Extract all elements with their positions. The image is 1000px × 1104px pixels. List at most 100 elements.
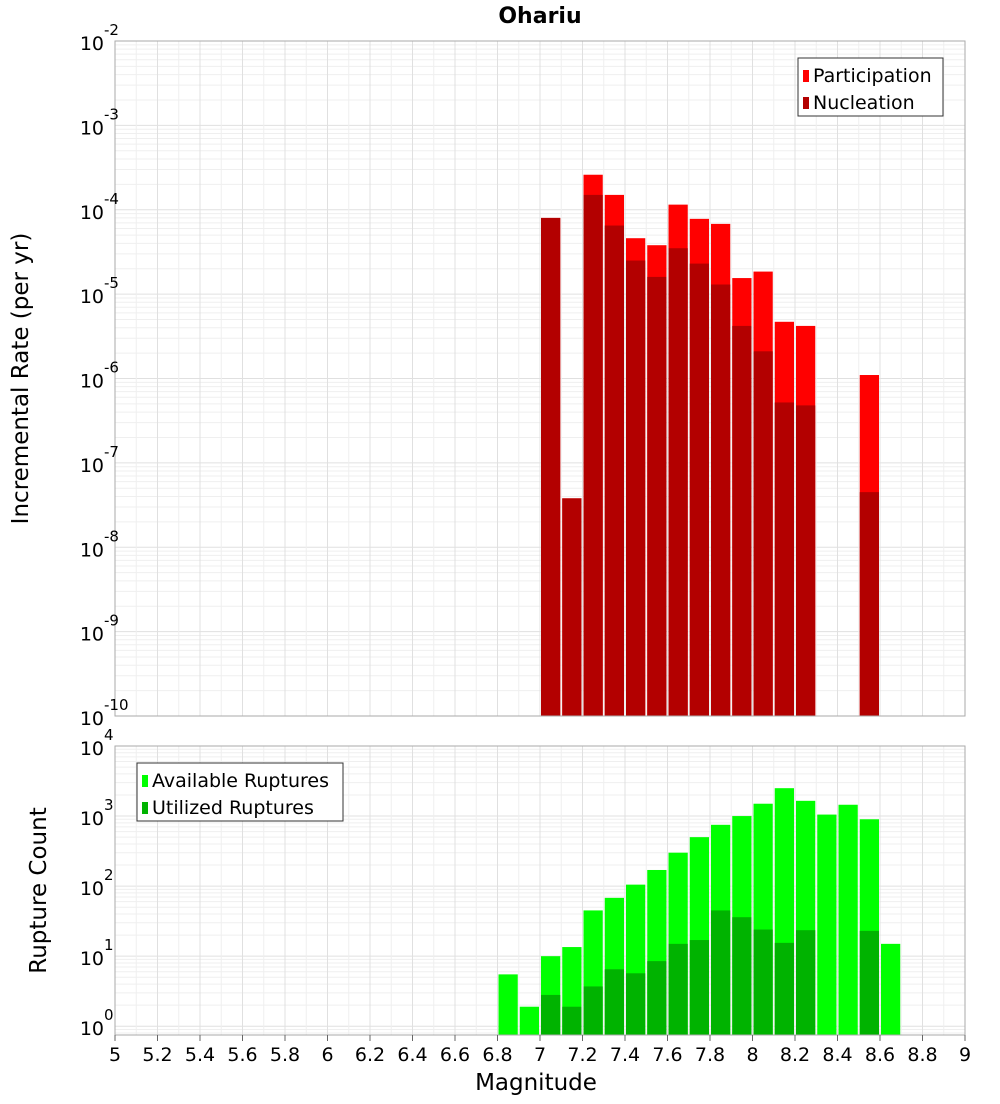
- y-tick-label: 10: [80, 202, 104, 224]
- y-tick-exponent: 3: [104, 796, 114, 814]
- bar-nucleation-5: [647, 276, 667, 716]
- legend-swatch-1: [803, 97, 809, 109]
- y-tick-exponent: -4: [104, 190, 119, 208]
- legend-0: [797, 57, 944, 117]
- y-tick-label: 10: [80, 455, 104, 477]
- x-tick-label: 7.2: [567, 1044, 597, 1066]
- x-tick-label: 7: [534, 1044, 546, 1066]
- x-tick-label: 6: [321, 1044, 333, 1066]
- grid-0: [114, 41, 966, 717]
- legend-swatch-0: [803, 70, 809, 82]
- bar-utilized-ruptures-14: [796, 930, 816, 1035]
- y-tick-exponent: -8: [104, 527, 119, 545]
- x-tick-label: 5.4: [185, 1044, 215, 1066]
- legend-swatch-0: [142, 775, 148, 787]
- bar-utilized-ruptures-10: [711, 910, 731, 1035]
- x-tick-label: 8.4: [822, 1044, 852, 1066]
- y-tick-exponent: -9: [104, 612, 119, 630]
- y-tick-label: 10: [80, 33, 104, 55]
- bar-nucleation-12: [796, 405, 816, 716]
- x-tick-label: 5.6: [227, 1044, 257, 1066]
- bar-utilized-ruptures-2: [541, 994, 561, 1035]
- y-tick-label: 10: [80, 1018, 104, 1040]
- x-tick-label: 8.2: [780, 1044, 810, 1066]
- y-tick-label: 10: [80, 371, 104, 393]
- legend-label-0: Available Ruptures: [152, 770, 329, 792]
- bar-nucleation-1: [562, 498, 582, 716]
- bar-utilized-ruptures-9: [689, 940, 709, 1035]
- y-axis-label: Rupture Count: [26, 807, 52, 973]
- bar-nucleation-9: [732, 325, 752, 716]
- x-tick-label: 8.8: [907, 1044, 937, 1066]
- x-tick-label: 7.8: [695, 1044, 725, 1066]
- bar-nucleation-7: [689, 263, 709, 716]
- y-tick-exponent: -10: [104, 696, 129, 714]
- x-tick-label: 7.4: [610, 1044, 640, 1066]
- bar-utilized-ruptures-5: [604, 969, 624, 1035]
- bar-utilized-ruptures-4: [583, 986, 603, 1035]
- x-tick-label: 6.6: [440, 1044, 470, 1066]
- bar-available-ruptures-16: [838, 804, 858, 1035]
- legend-label-1: Utilized Ruptures: [152, 797, 314, 819]
- x-tick-label: 5: [109, 1044, 121, 1066]
- x-tick-label: 6.8: [482, 1044, 512, 1066]
- bar-utilized-ruptures-6: [626, 973, 646, 1035]
- x-tick-label: 5.8: [270, 1044, 300, 1066]
- bar-nucleation-3: [604, 225, 624, 716]
- bar-nucleation-2: [583, 194, 603, 716]
- x-tick-label: 7.6: [652, 1044, 682, 1066]
- y-tick-label: 10: [80, 808, 104, 830]
- y-tick-label: 10: [80, 948, 104, 970]
- x-tick-label: 6.4: [397, 1044, 427, 1066]
- bar-utilized-ruptures-3: [562, 1006, 582, 1035]
- bar-utilized-ruptures-12: [753, 929, 773, 1035]
- x-axis-label: Magnitude: [475, 1070, 597, 1096]
- y-tick-exponent: 4: [104, 726, 114, 744]
- y-tick-label: 10: [80, 624, 104, 646]
- bar-nucleation-6: [668, 248, 688, 717]
- x-tick-label: 5.2: [142, 1044, 172, 1066]
- chart-title: Ohariu: [498, 4, 581, 29]
- legend-swatch-1: [142, 802, 148, 814]
- y-tick-exponent: -5: [104, 274, 119, 292]
- bar-utilized-ruptures-8: [668, 943, 688, 1035]
- bar-utilized-ruptures-13: [774, 942, 794, 1035]
- bar-nucleation-8: [711, 284, 731, 716]
- bar-available-ruptures-1: [519, 1006, 539, 1035]
- x-tick-label: 9: [959, 1044, 971, 1066]
- y-tick-exponent: -2: [104, 21, 119, 39]
- bar-available-ruptures-15: [817, 814, 837, 1035]
- bar-nucleation-0: [541, 217, 561, 716]
- y-tick-label: 10: [80, 878, 104, 900]
- y-tick-exponent: 0: [104, 1006, 114, 1024]
- series-nucleation: [541, 194, 879, 717]
- bar-nucleation-11: [774, 402, 794, 716]
- y-tick-label: 10: [80, 117, 104, 139]
- x-tick-label: 6.2: [355, 1044, 385, 1066]
- y-axis-label: Incremental Rate (per yr): [8, 233, 34, 525]
- bar-available-ruptures-0: [498, 974, 518, 1035]
- y-tick-exponent: 2: [104, 866, 114, 884]
- bar-utilized-ruptures-11: [732, 917, 752, 1035]
- y-tick-exponent: -7: [104, 443, 119, 461]
- y-tick-label: 10: [80, 539, 104, 561]
- legend-label-1: Nucleation: [813, 92, 915, 114]
- bar-utilized-ruptures-7: [647, 961, 667, 1035]
- x-tick-label: 8.6: [865, 1044, 895, 1066]
- y-tick-label: 10: [80, 708, 104, 730]
- x-tick-label: 8: [746, 1044, 758, 1066]
- legend-box: [136, 762, 344, 822]
- legend-box: [797, 57, 944, 117]
- bar-available-ruptures-18: [881, 943, 901, 1035]
- series-utilized-ruptures: [541, 910, 879, 1035]
- y-tick-label: 10: [80, 738, 104, 760]
- y-tick-exponent: -6: [104, 359, 119, 377]
- bar-nucleation-10: [753, 351, 773, 716]
- plot-frame-0: [114, 40, 966, 717]
- legend-1: [136, 762, 344, 822]
- bar-nucleation-4: [626, 260, 646, 716]
- y-tick-exponent: 1: [104, 936, 114, 954]
- y-tick-label: 10: [80, 286, 104, 308]
